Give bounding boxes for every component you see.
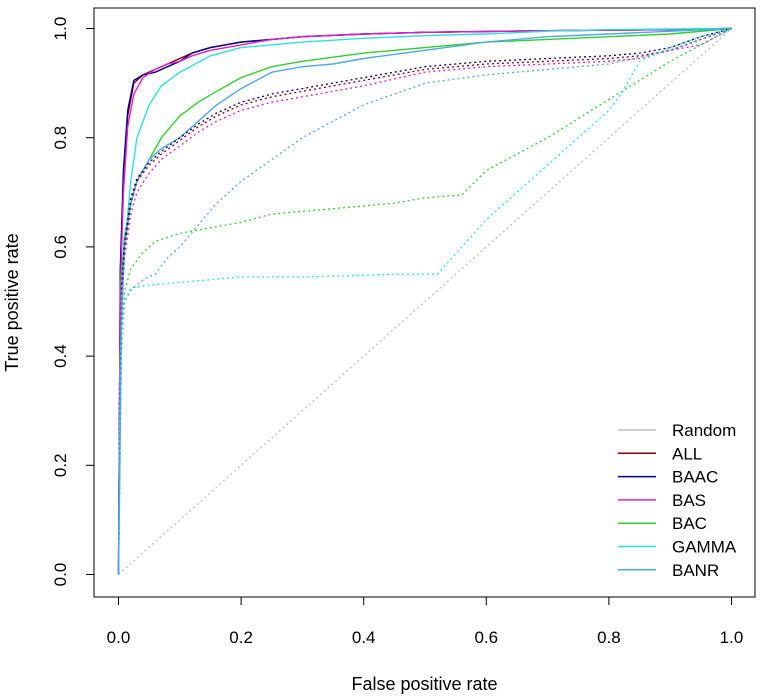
x-tick-label: 0.2 [229, 628, 253, 647]
y-tick-label: 0.8 [51, 126, 70, 150]
x-tick-label: 0.4 [352, 628, 376, 647]
y-tick-label: 0.2 [51, 453, 70, 477]
legend-label-random: Random [672, 421, 736, 440]
series-line-baac-dotted [117, 27, 732, 575]
x-tick-label: 0.6 [474, 628, 498, 647]
legend-label-bac: BAC [672, 514, 707, 533]
legend-label-baac: BAAC [672, 468, 718, 487]
y-axis-label: True positive rate [2, 233, 22, 371]
series-line-random [118, 28, 732, 575]
x-tick-label: 0.0 [107, 628, 131, 647]
series-line-bas [117, 27, 732, 575]
y-tick-label: 1.0 [51, 17, 70, 41]
series-line-bas-dotted [117, 27, 732, 575]
x-axis-label: False positive rate [351, 674, 497, 694]
legend: Random ALL BAAC BAS BAC GAMMA BANR [618, 421, 737, 580]
x-tick-label: 0.8 [597, 628, 621, 647]
series-line-bac-dotted [117, 27, 732, 575]
y-tick-label: 0.0 [51, 563, 70, 587]
axes-layer: 0.0 0.2 0.4 0.6 0.8 1.0 0.0 0.2 0.4 0.6 0.8 1.0 [51, 17, 743, 647]
series-line-banr-dotted [117, 27, 732, 575]
legend-label-gamma: GAMMA [672, 538, 737, 557]
series-line-all-dotted [117, 27, 732, 575]
legend-label-all: ALL [672, 444, 702, 463]
legend-label-bas: BAS [672, 491, 706, 510]
series-line-banr [117, 27, 732, 575]
series-line-gamma [117, 27, 732, 575]
y-tick-label: 0.4 [51, 344, 70, 368]
x-tick-label: 1.0 [720, 628, 744, 647]
y-tick-label: 0.6 [51, 235, 70, 259]
legend-label-banr: BANR [672, 561, 719, 580]
series-layer [117, 27, 732, 575]
